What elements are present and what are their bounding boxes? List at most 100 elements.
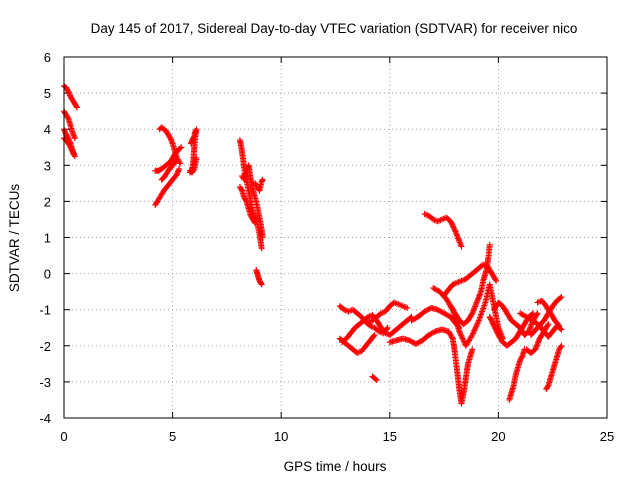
- data-point: [518, 354, 525, 361]
- data-point: [382, 330, 389, 337]
- data-point: [519, 311, 526, 318]
- data-point: [404, 304, 411, 311]
- data-point: [242, 197, 249, 204]
- x-tick-label: 20: [491, 429, 505, 444]
- data-point: [558, 326, 565, 333]
- data-point: [544, 322, 551, 329]
- data-point: [458, 332, 465, 339]
- data-point: [341, 306, 348, 313]
- data-point: [177, 160, 184, 167]
- data-point: [66, 91, 73, 97]
- data-point: [450, 223, 457, 230]
- data-point: [70, 151, 77, 158]
- data-point: [410, 339, 417, 346]
- data-point: [439, 309, 446, 316]
- data-point: [392, 300, 399, 307]
- data-point: [521, 312, 527, 319]
- data-point: [434, 306, 441, 313]
- y-tick-label: 2: [44, 194, 51, 209]
- data-point: [558, 342, 565, 349]
- data-point: [193, 155, 200, 162]
- x-tick-label: 25: [600, 429, 614, 444]
- data-point: [421, 211, 428, 217]
- data-point: [469, 346, 476, 353]
- data-point: [434, 287, 441, 294]
- data-point: [406, 337, 413, 344]
- data-point: [474, 320, 481, 327]
- data-point: [492, 276, 499, 283]
- data-point: [452, 280, 459, 287]
- data-point: [365, 313, 372, 320]
- data-point: [487, 315, 494, 322]
- data-point: [555, 321, 562, 328]
- data-point: [473, 300, 480, 307]
- data-point: [173, 156, 180, 163]
- data-point: [526, 315, 533, 322]
- data-point: [449, 334, 456, 341]
- data-point: [177, 145, 184, 152]
- data-point: [429, 329, 436, 336]
- data-point: [71, 135, 78, 142]
- y-tick-label: 0: [44, 267, 51, 282]
- data-point: [522, 313, 529, 320]
- data-point: [448, 220, 455, 227]
- data-point: [556, 322, 563, 329]
- data-point: [471, 327, 478, 334]
- data-point: [370, 333, 377, 340]
- y-axis-label: SDTVAR / TECUs: [7, 184, 22, 293]
- data-point: [173, 171, 180, 178]
- x-tick-label: 10: [274, 429, 288, 444]
- data-point: [491, 322, 498, 329]
- data-point: [190, 167, 197, 174]
- data-point: [473, 323, 480, 330]
- data-point: [258, 281, 265, 288]
- tick-marks: [63, 56, 608, 419]
- data-point: [431, 217, 438, 224]
- x-tick-labels: 0 5 10 15 20 25: [60, 429, 614, 444]
- data-point: [450, 224, 457, 231]
- data-point: [488, 317, 495, 324]
- data-point: [448, 219, 455, 226]
- data-point: [365, 319, 372, 326]
- data-point: [431, 285, 438, 292]
- data-point: [167, 135, 174, 142]
- y-tick-label: 3: [44, 158, 51, 173]
- data-point: [401, 303, 408, 310]
- data-point: [176, 165, 183, 172]
- data-point: [373, 377, 380, 384]
- data-point: [470, 330, 476, 337]
- data-point: [416, 338, 423, 345]
- data-point: [74, 104, 80, 111]
- data-point: [469, 310, 476, 317]
- data-point: [486, 241, 493, 248]
- data-point: [488, 316, 494, 323]
- data-point: [493, 328, 500, 335]
- data-point: [453, 230, 459, 236]
- data-point: [455, 279, 462, 285]
- data-point: [492, 325, 499, 332]
- data-point: [459, 335, 466, 342]
- data-point: [529, 311, 536, 318]
- data-point: [558, 294, 565, 301]
- data-point: [454, 232, 461, 239]
- data-point: [258, 245, 265, 252]
- data-point: [449, 281, 456, 288]
- data-point: [258, 280, 265, 287]
- data-point: [421, 308, 428, 315]
- data-point: [451, 226, 458, 232]
- y-tick-label: 5: [44, 86, 51, 101]
- data-point: [471, 326, 478, 333]
- data-point: [491, 324, 498, 331]
- data-point: [557, 325, 564, 332]
- data-point: [166, 134, 173, 140]
- data-point: [527, 316, 534, 323]
- data-point: [192, 128, 199, 134]
- data-point: [445, 312, 451, 319]
- data-point: [475, 295, 482, 302]
- data-point: [367, 322, 374, 329]
- data-point: [384, 324, 391, 331]
- y-tick-label: 4: [44, 122, 51, 137]
- data-point: [427, 331, 434, 338]
- data-point: [456, 239, 463, 246]
